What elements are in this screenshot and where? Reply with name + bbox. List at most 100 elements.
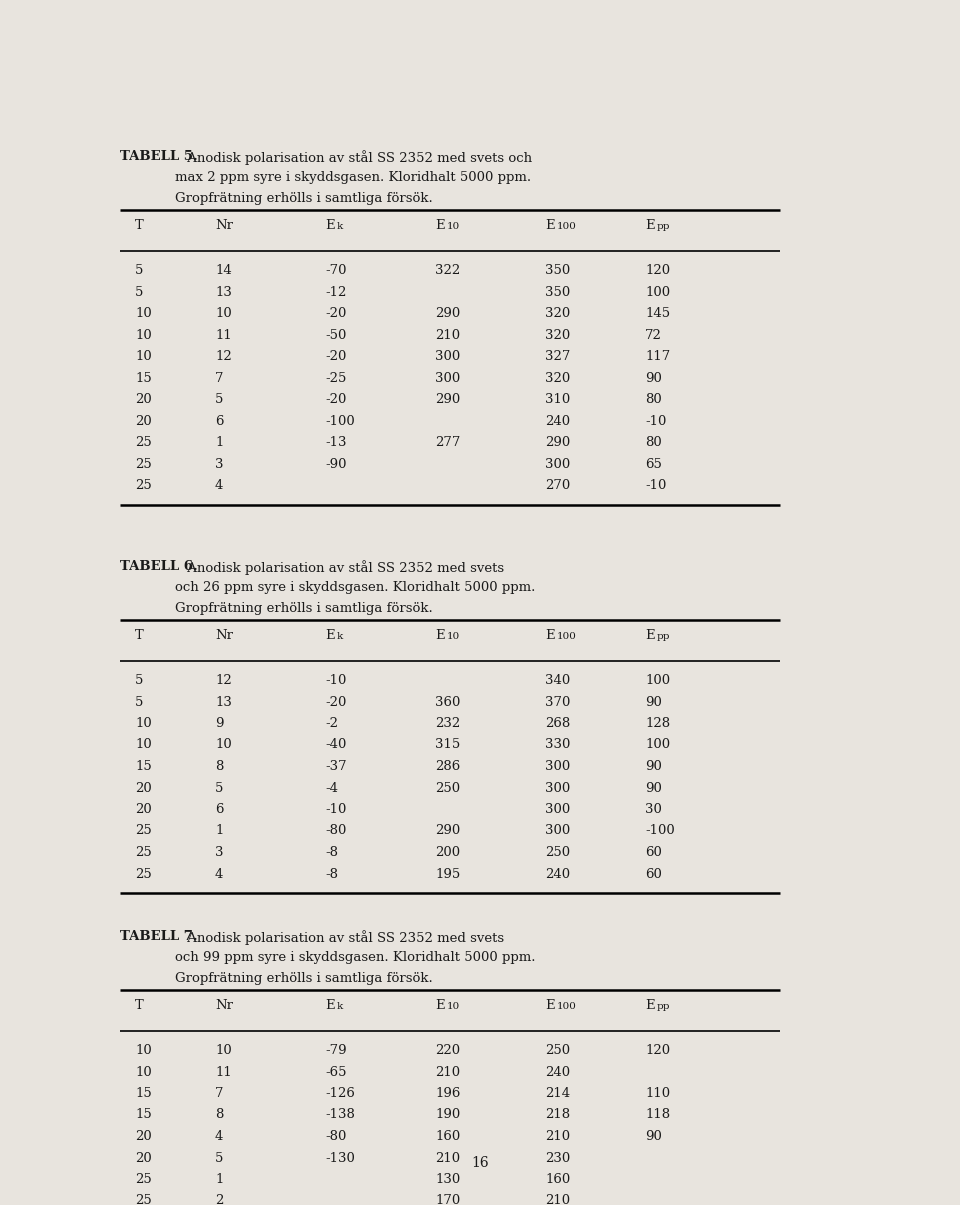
Text: 25: 25 (135, 436, 152, 449)
Text: 10: 10 (446, 1003, 460, 1011)
Text: 320: 320 (545, 329, 570, 341)
Text: 7: 7 (215, 1087, 224, 1100)
Text: -2: -2 (325, 717, 338, 730)
Text: -10: -10 (325, 803, 347, 816)
Text: 2: 2 (215, 1194, 224, 1205)
Text: 300: 300 (545, 824, 570, 837)
Text: 290: 290 (435, 824, 460, 837)
Text: 10: 10 (135, 1065, 152, 1078)
Text: 300: 300 (545, 458, 570, 470)
Text: 250: 250 (545, 846, 570, 859)
Text: 5: 5 (215, 782, 224, 794)
Text: 3: 3 (215, 846, 224, 859)
Text: 10: 10 (135, 349, 152, 363)
Text: och 99 ppm syre i skyddsgasen. Kloridhalt 5000 ppm.: och 99 ppm syre i skyddsgasen. Kloridhal… (175, 951, 536, 964)
Text: 100: 100 (645, 674, 670, 687)
Text: 3: 3 (215, 458, 224, 470)
Text: -126: -126 (325, 1087, 355, 1100)
Text: 25: 25 (135, 824, 152, 837)
Text: -79: -79 (325, 1044, 347, 1057)
Text: 4: 4 (215, 1130, 224, 1144)
Text: 1: 1 (215, 824, 224, 837)
Text: 10: 10 (446, 222, 460, 231)
Text: 340: 340 (545, 674, 570, 687)
Text: 65: 65 (645, 458, 661, 470)
Text: 128: 128 (645, 717, 670, 730)
Text: 220: 220 (435, 1044, 460, 1057)
Text: 210: 210 (435, 1065, 460, 1078)
Text: pp: pp (657, 1003, 670, 1011)
Text: 320: 320 (545, 307, 570, 321)
Text: T: T (135, 219, 144, 233)
Text: 20: 20 (135, 393, 152, 406)
Text: -100: -100 (325, 415, 355, 428)
Text: 20: 20 (135, 1152, 152, 1164)
Text: 60: 60 (645, 868, 661, 881)
Text: 15: 15 (135, 1109, 152, 1122)
Text: 300: 300 (545, 782, 570, 794)
Text: E: E (435, 219, 444, 233)
Text: E: E (325, 999, 335, 1012)
Text: E: E (435, 629, 444, 642)
Text: 15: 15 (135, 371, 152, 384)
Text: 10: 10 (135, 1044, 152, 1057)
Text: 10: 10 (135, 329, 152, 341)
Text: 360: 360 (435, 695, 461, 709)
Text: 290: 290 (435, 307, 460, 321)
Text: 90: 90 (645, 695, 661, 709)
Text: 232: 232 (435, 717, 460, 730)
Text: Gropfrätning erhölls i samtliga försök.: Gropfrätning erhölls i samtliga försök. (175, 192, 433, 205)
Text: -40: -40 (325, 739, 347, 752)
Text: 196: 196 (435, 1087, 461, 1100)
Text: 210: 210 (545, 1130, 570, 1144)
Text: -20: -20 (325, 349, 347, 363)
Text: -130: -130 (325, 1152, 355, 1164)
Text: -65: -65 (325, 1065, 347, 1078)
Text: 15: 15 (135, 1087, 152, 1100)
Text: -100: -100 (645, 824, 675, 837)
Text: 14: 14 (215, 264, 231, 277)
Text: 12: 12 (215, 674, 231, 687)
Text: Nr: Nr (215, 629, 233, 642)
Text: 300: 300 (435, 349, 460, 363)
Text: 10: 10 (215, 739, 231, 752)
Text: E: E (645, 219, 655, 233)
Text: 80: 80 (645, 393, 661, 406)
Text: 80: 80 (645, 436, 661, 449)
Text: 90: 90 (645, 371, 661, 384)
Text: 10: 10 (215, 307, 231, 321)
Text: 7: 7 (215, 371, 224, 384)
Text: 190: 190 (435, 1109, 460, 1122)
Text: -12: -12 (325, 286, 347, 299)
Text: Gropfrätning erhölls i samtliga försök.: Gropfrätning erhölls i samtliga försök. (175, 972, 433, 984)
Text: 300: 300 (545, 803, 570, 816)
Text: 120: 120 (645, 1044, 670, 1057)
Text: 90: 90 (645, 782, 661, 794)
Text: 25: 25 (135, 458, 152, 470)
Text: 218: 218 (545, 1109, 570, 1122)
Text: 20: 20 (135, 1130, 152, 1144)
Text: 1: 1 (215, 436, 224, 449)
Text: 9: 9 (215, 717, 224, 730)
Text: E: E (645, 629, 655, 642)
Text: -20: -20 (325, 307, 347, 321)
Text: 214: 214 (545, 1087, 570, 1100)
Text: 5: 5 (135, 674, 143, 687)
Text: T: T (135, 999, 144, 1012)
Text: 250: 250 (435, 782, 460, 794)
Text: 350: 350 (545, 264, 570, 277)
Text: 25: 25 (135, 1194, 152, 1205)
Text: E: E (545, 629, 555, 642)
Text: 10: 10 (135, 739, 152, 752)
Text: 210: 210 (435, 1152, 460, 1164)
Text: E: E (435, 999, 444, 1012)
Text: 90: 90 (645, 1130, 661, 1144)
Text: Anodisk polarisation av stål SS 2352 med svets: Anodisk polarisation av stål SS 2352 med… (183, 560, 504, 575)
Text: 110: 110 (645, 1087, 670, 1100)
Text: 1: 1 (215, 1172, 224, 1186)
Text: -4: -4 (325, 782, 338, 794)
Text: 10: 10 (135, 307, 152, 321)
Text: 350: 350 (545, 286, 570, 299)
Text: 160: 160 (545, 1172, 570, 1186)
Text: -13: -13 (325, 436, 347, 449)
